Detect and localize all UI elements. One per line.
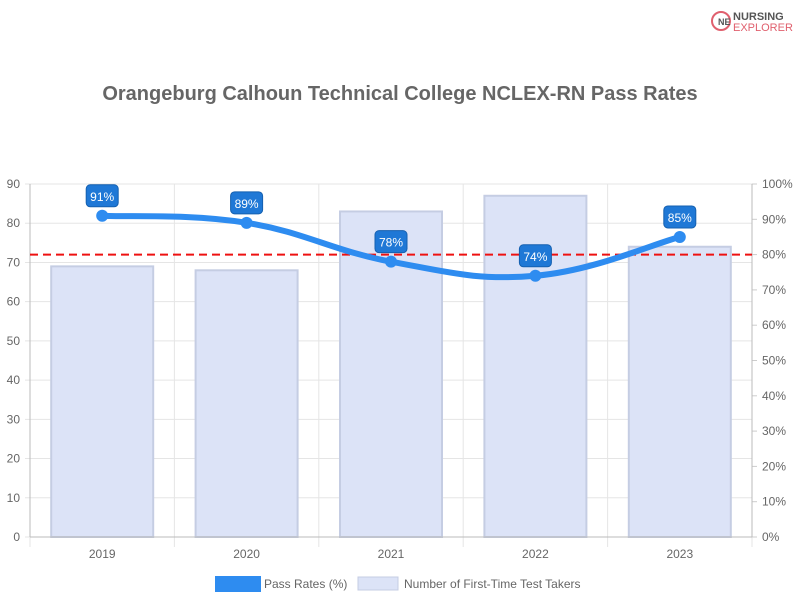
right-tick-label: 40% <box>762 389 786 403</box>
data-label: 85% <box>668 211 692 225</box>
legend: Pass Rates (%) Number of First-Time Test… <box>215 576 580 592</box>
right-tick-label: 20% <box>762 459 786 473</box>
logo-line2: EXPLORER <box>733 22 793 34</box>
pass-rate-point-2023 <box>673 230 686 243</box>
pass-rate-point-2022 <box>529 269 542 282</box>
data-label-box <box>663 205 697 229</box>
x-tick-label: 2021 <box>378 547 405 561</box>
logo-mark: NE <box>718 17 731 27</box>
data-label: 89% <box>235 197 259 211</box>
left-tick-label: 50 <box>7 334 21 348</box>
data-label: 91% <box>90 190 114 204</box>
bar-2023 <box>627 245 732 538</box>
left-tick-label: 70 <box>7 255 21 269</box>
right-tick-label: 80% <box>762 248 786 262</box>
logo-line1: NURSING <box>733 11 784 23</box>
logo: NE NURSING EXPLORER <box>711 11 793 34</box>
left-tick-label: 0 <box>13 530 20 544</box>
chart-title: Orangeburg Calhoun Technical College NCL… <box>102 83 697 105</box>
left-tick-label: 60 <box>7 295 21 309</box>
left-tick-label: 30 <box>7 412 21 426</box>
pass-rate-point-2020 <box>240 216 253 229</box>
legend-swatch-pass-rates <box>215 576 261 592</box>
right-tick-label: 50% <box>762 354 786 368</box>
left-tick-label: 10 <box>7 491 21 505</box>
left-tick-label: 20 <box>7 452 21 466</box>
x-tick-label: 2019 <box>89 547 116 561</box>
x-tick-label: 2020 <box>233 547 260 561</box>
right-tick-label: 90% <box>762 212 786 226</box>
left-tick-label: 40 <box>7 373 21 387</box>
legend-swatch-test-takers <box>357 576 399 591</box>
legend-label-test-takers[interactable]: Number of First-Time Test Takers <box>404 577 580 591</box>
pass-rate-line: 91% 89% 78% 74% 85% <box>85 184 697 282</box>
right-tick-label: 70% <box>762 283 786 297</box>
x-tick-label: 2022 <box>522 547 549 561</box>
data-label-box <box>374 230 408 254</box>
right-tick-label: 0% <box>762 530 780 544</box>
right-tick-label: 100% <box>762 177 793 191</box>
data-label-box <box>518 244 552 268</box>
x-tick-label: 2023 <box>666 547 693 561</box>
legend-label-pass-rates[interactable]: Pass Rates (%) <box>264 577 347 591</box>
bar-2019 <box>50 265 155 538</box>
right-tick-label: 60% <box>762 318 786 332</box>
right-tick-label: 10% <box>762 495 786 509</box>
logo-icon <box>711 11 731 31</box>
left-tick-label: 80 <box>7 216 21 230</box>
right-tick-label: 30% <box>762 424 786 438</box>
data-label-box <box>230 191 264 215</box>
axes: 0 10 20 30 40 50 60 70 80 90 0% 10% 20% 30% 40% 50% 60% 7… <box>7 177 793 561</box>
data-label: 78% <box>379 236 403 250</box>
data-label-box <box>85 184 119 208</box>
pass-rate-point-2021 <box>385 255 397 268</box>
bar-2020 <box>194 269 299 538</box>
data-label: 74% <box>523 250 547 264</box>
pass-rate-point-2019 <box>96 209 109 222</box>
left-tick-label: 90 <box>7 177 21 191</box>
